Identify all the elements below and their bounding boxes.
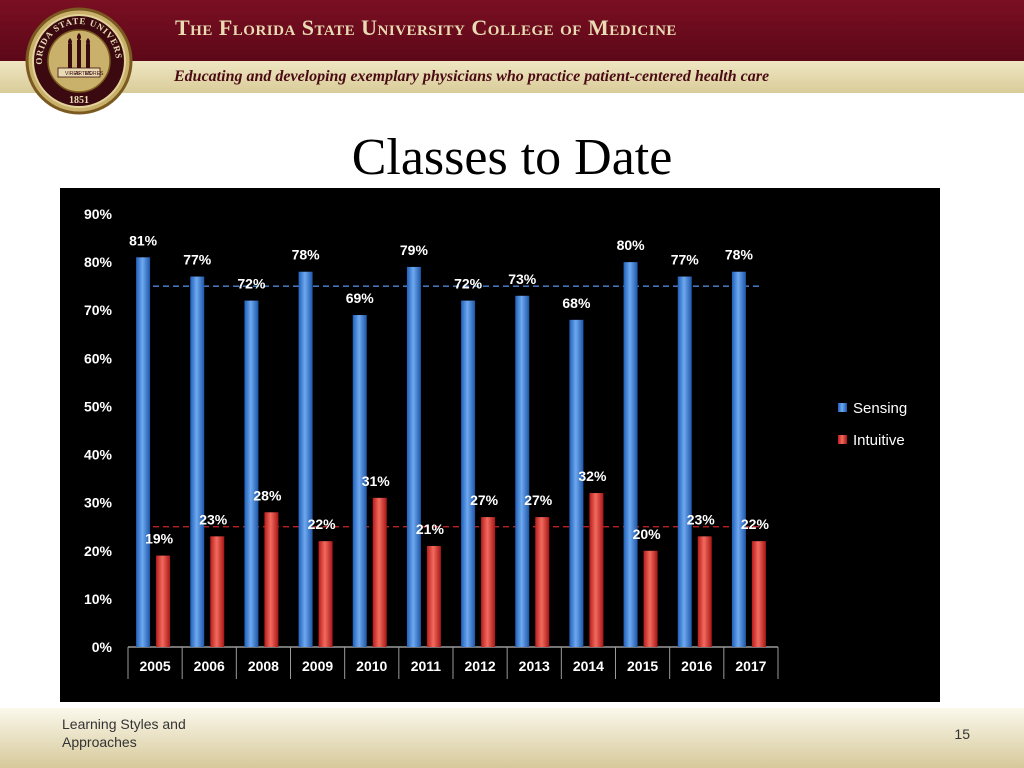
- bar-sensing: [244, 300, 259, 647]
- header-band: [0, 0, 1024, 61]
- legend-swatch-intuitive: [838, 435, 847, 444]
- slide-title: Classes to Date: [351, 129, 673, 186]
- data-label: 31%: [362, 473, 391, 489]
- data-label: 77%: [183, 252, 212, 268]
- data-label: 80%: [617, 237, 646, 253]
- y-tick-label: 90%: [84, 206, 113, 222]
- x-tick-label: 2009: [302, 658, 333, 674]
- data-label: 28%: [253, 487, 282, 503]
- legend-swatch-sensing: [838, 403, 847, 412]
- x-tick-label: 2011: [411, 658, 442, 674]
- y-tick-label: 70%: [84, 302, 113, 318]
- data-label: 23%: [199, 511, 228, 527]
- legend-label-intuitive: Intuitive: [853, 432, 905, 449]
- bar-intuitive: [156, 555, 171, 647]
- x-tick-label: 2008: [248, 658, 279, 674]
- bar-sensing: [190, 276, 205, 647]
- x-tick-label: 2006: [194, 658, 225, 674]
- data-label: 22%: [741, 516, 770, 532]
- bar-chart: 0% 10% 20% 30% 40% 50% 60% 70% 80% 90% 81% 19% 2005 7…: [60, 188, 940, 702]
- torch-icon: [68, 33, 90, 68]
- bar-intuitive: [372, 497, 387, 647]
- data-label: 21%: [416, 521, 445, 537]
- data-label: 32%: [578, 468, 607, 484]
- x-tick-label: 2017: [735, 658, 766, 674]
- bar-intuitive: [318, 541, 333, 647]
- bar-sensing: [136, 257, 151, 647]
- y-tick-label: 80%: [84, 254, 113, 270]
- x-tick-label: 2016: [681, 658, 712, 674]
- data-label: 72%: [454, 276, 483, 292]
- y-tick-label: 10%: [84, 591, 113, 607]
- data-label: 78%: [725, 247, 754, 263]
- y-tick-label: 20%: [84, 543, 113, 559]
- bar-sensing: [623, 262, 638, 647]
- data-label: 72%: [237, 276, 266, 292]
- data-label: 22%: [308, 516, 337, 532]
- data-label: 20%: [633, 526, 662, 542]
- data-label: 68%: [562, 295, 591, 311]
- y-tick-label: 30%: [84, 495, 113, 511]
- y-tick-label: 50%: [84, 398, 113, 414]
- bar-intuitive: [589, 493, 604, 647]
- tagline-band: [0, 61, 1024, 93]
- footer-band: [0, 708, 1024, 768]
- bar-sensing: [406, 266, 421, 647]
- bar-intuitive: [751, 541, 766, 647]
- data-label: 27%: [524, 492, 553, 508]
- bar-sensing: [298, 271, 313, 647]
- y-tick-label: 60%: [84, 350, 113, 366]
- bar-intuitive: [481, 517, 496, 647]
- page-number: 15: [954, 726, 970, 742]
- data-label: 23%: [687, 511, 716, 527]
- chart-background: [60, 188, 940, 702]
- x-tick-label: 2013: [519, 658, 550, 674]
- header-title: The Florida State University College of …: [175, 15, 677, 40]
- seal-ribbon-word: ARTES: [75, 71, 92, 77]
- bar-sensing: [569, 319, 584, 647]
- university-seal: FLORIDA STATE UNIVERSITY VIRES ARTES MOR…: [24, 6, 133, 115]
- bar-sensing: [461, 300, 476, 647]
- seal-ribbon-word: MORES: [85, 71, 104, 77]
- footer-text: Learning Styles and Approaches: [62, 716, 186, 750]
- bar-sensing: [731, 271, 746, 647]
- data-label: 78%: [292, 247, 321, 263]
- data-label: 27%: [470, 492, 499, 508]
- x-tick-label: 2012: [465, 658, 496, 674]
- bar-sensing: [352, 315, 367, 647]
- header-tagline: Educating and developing exemplary physi…: [174, 68, 770, 85]
- seal-ribbon-word: VIRES: [65, 71, 81, 77]
- bar-sensing: [677, 276, 692, 647]
- data-label: 79%: [400, 242, 429, 258]
- data-label: 69%: [346, 290, 375, 306]
- bar-intuitive: [210, 536, 225, 647]
- x-tick-label: 2005: [140, 658, 171, 674]
- x-tick-label: 2010: [356, 658, 387, 674]
- data-label: 81%: [129, 232, 158, 248]
- bar-intuitive: [535, 517, 550, 647]
- bar-sensing: [515, 295, 530, 647]
- data-label: 19%: [145, 531, 174, 547]
- x-tick-label: 2014: [573, 658, 604, 674]
- y-tick-label: 40%: [84, 447, 113, 463]
- bar-intuitive: [697, 536, 712, 647]
- data-label: 77%: [671, 252, 700, 268]
- y-tick-label: 0%: [92, 639, 113, 655]
- legend-label-sensing: Sensing: [853, 400, 907, 417]
- bar-intuitive: [264, 512, 279, 647]
- bar-intuitive: [426, 545, 441, 647]
- x-tick-label: 2015: [627, 658, 658, 674]
- data-label: 73%: [508, 271, 537, 287]
- seal-year: 1851: [69, 95, 89, 106]
- bar-intuitive: [643, 550, 658, 647]
